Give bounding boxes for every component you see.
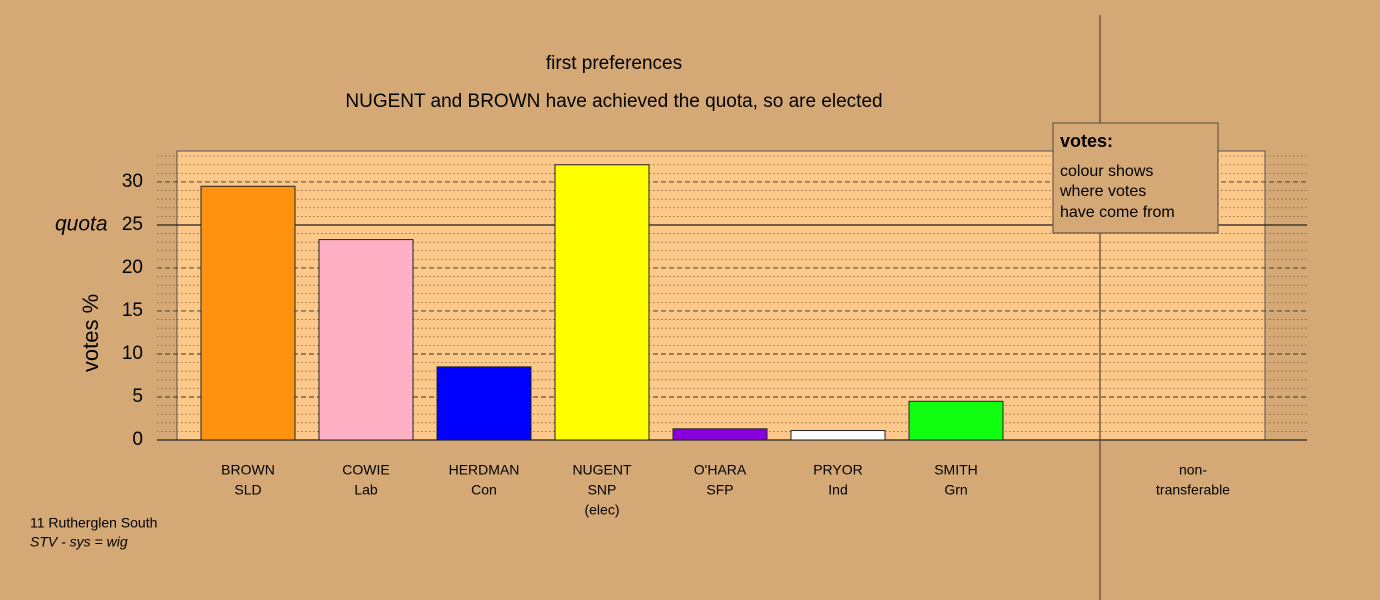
x-tick-label: NUGENT (572, 462, 632, 478)
bar (436, 366, 532, 441)
legend-text: have come from (1060, 204, 1175, 221)
bar (672, 428, 768, 441)
footnote: STV - sys = wig (30, 534, 128, 550)
bar (200, 185, 296, 441)
x-tick-label: Con (471, 482, 497, 498)
legend-text: colour shows (1060, 163, 1153, 180)
x-tick-label: PRYOR (813, 462, 863, 478)
y-tick-label: 15 (122, 300, 143, 321)
bar (554, 164, 650, 441)
x-tick-label: transferable (1156, 482, 1230, 498)
bar (318, 239, 414, 441)
y-tick-label: 10 (122, 343, 143, 364)
x-tick-label: COWIE (342, 462, 389, 478)
x-tick-label: Ind (828, 482, 847, 498)
legend-text: where votes (1059, 183, 1146, 200)
chart-subtitle: NUGENT and BROWN have achieved the quota… (345, 91, 882, 112)
y-tick-label: 25 (122, 214, 143, 235)
x-tick-label: O'HARA (694, 462, 747, 478)
x-tick-label: SNP (588, 482, 617, 498)
x-tick-label: SLD (234, 482, 261, 498)
bar (908, 400, 1004, 441)
y-tick-label: 30 (122, 171, 143, 192)
y-axis-label: votes % (78, 294, 103, 372)
y-tick-label: 0 (132, 429, 143, 450)
quota-label: quota (55, 213, 108, 236)
x-tick-label: Lab (354, 482, 378, 498)
bars (200, 164, 1004, 441)
legend-box (1052, 122, 1219, 234)
x-tick-label: Grn (944, 482, 967, 498)
x-tick-label: (elec) (584, 502, 619, 518)
x-tick-label: HERDMAN (449, 462, 520, 478)
y-tick-label: 20 (122, 257, 143, 278)
footnote: 11 Rutherglen South (30, 515, 157, 531)
bar (790, 430, 886, 441)
x-tick-label: SFP (706, 482, 733, 498)
x-tick-label: BROWN (221, 462, 275, 478)
y-tick-label: 5 (132, 386, 143, 407)
x-tick-label: non- (1179, 462, 1207, 478)
legend-title: votes: (1060, 131, 1113, 151)
chart-title: first preferences (546, 53, 682, 74)
legend: votes: colour shows where votes have com… (1052, 122, 1219, 234)
x-tick-label: SMITH (934, 462, 978, 478)
